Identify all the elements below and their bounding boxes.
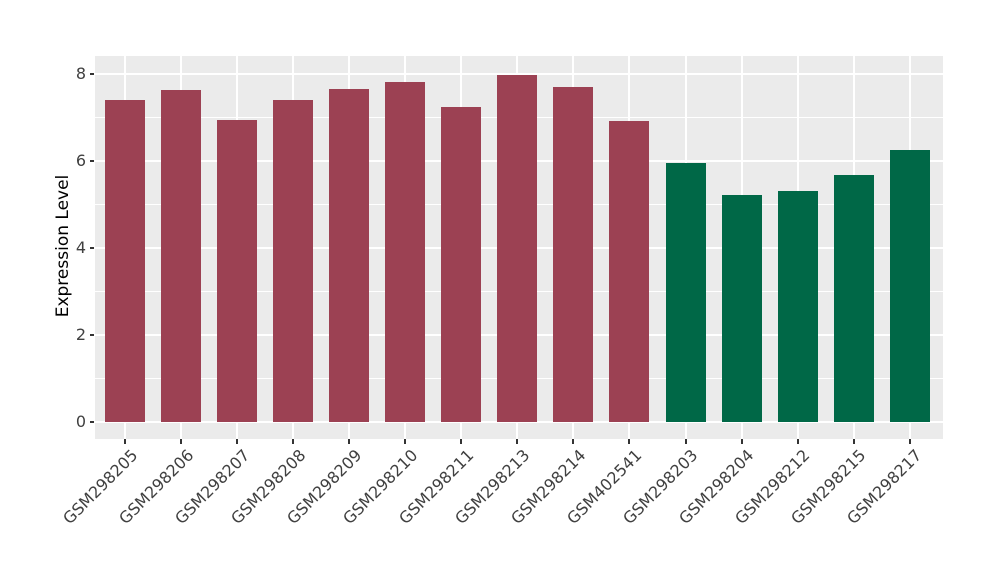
bar	[161, 90, 202, 422]
x-tick-mark	[124, 439, 126, 444]
x-axis: GSM298205 GSM298206 GSM298207 GSM298208 GSM2…	[59, 439, 943, 580]
x-tick-mark	[460, 439, 463, 444]
x-tick-mark	[852, 439, 855, 444]
x-tick-mark	[292, 439, 295, 444]
x-tick-mark	[180, 439, 183, 444]
y-tick-label: 6	[75, 151, 86, 171]
x-tick-mark	[572, 439, 575, 444]
x-tick-mark	[516, 439, 519, 444]
bar	[441, 106, 482, 422]
bar	[105, 99, 145, 422]
bar	[217, 119, 258, 422]
bar	[665, 163, 706, 422]
x-tick-mark	[348, 439, 351, 444]
bar	[777, 191, 818, 422]
bar	[385, 82, 426, 422]
x-tick-mark	[236, 439, 239, 444]
major-gridline	[95, 73, 943, 76]
y-tick-mark	[90, 246, 94, 249]
x-tick-mark	[684, 439, 687, 444]
x-tick-mark	[796, 439, 799, 444]
bar	[329, 88, 370, 422]
bar	[273, 99, 314, 422]
y-tick-label: 0	[75, 411, 86, 431]
bar	[889, 150, 930, 422]
y-tick-label: 4	[75, 237, 86, 257]
x-tick-mark	[740, 439, 743, 444]
bar	[609, 120, 650, 422]
bar	[833, 174, 874, 422]
plot-panel	[95, 56, 943, 439]
bar	[497, 75, 538, 422]
y-tick-mark	[90, 333, 94, 336]
bar	[721, 194, 762, 422]
bar	[553, 86, 594, 422]
y-axis: 0 2 4 6 8	[0, 56, 95, 439]
major-gridline	[95, 420, 943, 423]
y-tick-mark	[90, 160, 94, 163]
y-tick-mark	[90, 73, 94, 76]
x-tick-mark	[404, 439, 407, 444]
y-tick-label: 8	[75, 64, 86, 84]
y-tick-label: 2	[75, 324, 86, 344]
y-tick-mark	[90, 420, 94, 423]
x-tick-mark	[908, 439, 911, 444]
x-tick-mark	[628, 439, 631, 444]
